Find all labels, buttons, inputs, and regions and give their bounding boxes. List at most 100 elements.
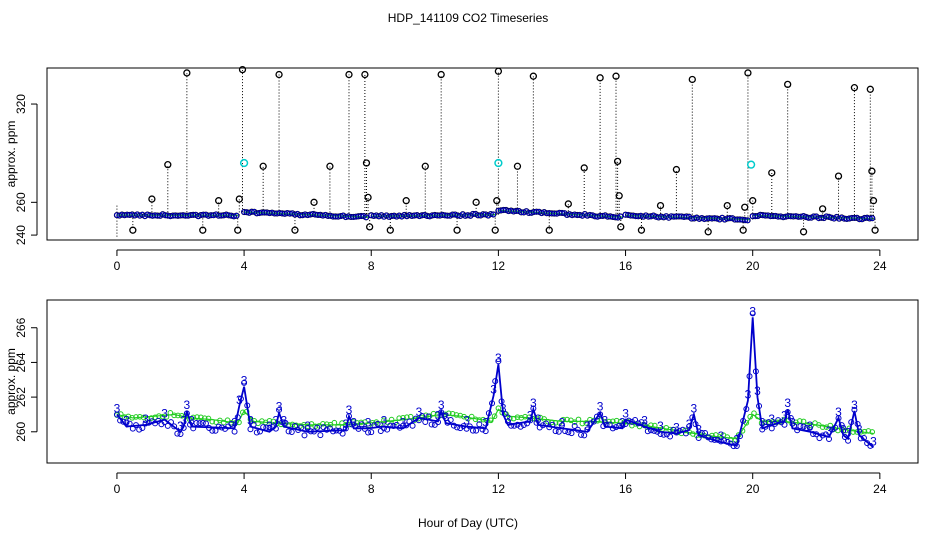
mean-marker-label: 3 [381, 414, 388, 428]
mean-point [504, 418, 511, 425]
outlier-point [850, 84, 859, 92]
mean-marker-label: 3 [673, 421, 680, 435]
mean-point [708, 436, 715, 443]
mean-point [330, 428, 337, 435]
mean-point [746, 373, 753, 380]
mean-point [565, 429, 572, 436]
mean-point [549, 421, 556, 428]
smooth-point [667, 426, 673, 433]
mean-point [692, 421, 699, 428]
x-tick-label: 20 [746, 259, 760, 273]
mean-point [784, 409, 791, 416]
mean-point [365, 429, 372, 436]
mean-point [333, 427, 340, 434]
outlier-point [688, 75, 696, 84]
mean-point [218, 424, 225, 431]
mean-marker-label: 3 [304, 419, 311, 433]
mean-marker-label: 3 [500, 401, 507, 415]
mean-marker-label: 3 [759, 415, 766, 429]
baseline-point [513, 208, 519, 214]
mean-point [183, 410, 190, 417]
mean-point [447, 416, 454, 423]
mean-point [282, 419, 289, 426]
mean-marker-label: 3 [266, 419, 273, 433]
mean-point [673, 429, 680, 436]
mean-point [791, 422, 798, 429]
mean-point [816, 435, 823, 442]
mean-point [272, 425, 279, 432]
mean-point [190, 425, 197, 432]
baseline-point [490, 211, 497, 218]
mean-point [771, 420, 778, 427]
mean-point [638, 419, 645, 426]
mean-point [597, 411, 604, 418]
mean-point [552, 428, 559, 435]
mean-marker-label: 3 [280, 414, 287, 428]
outlier-point [564, 200, 572, 208]
outlier-point [749, 197, 757, 205]
mean-point [349, 421, 356, 428]
mean-point [800, 423, 807, 430]
mean-point [632, 417, 639, 424]
smooth-point [610, 418, 616, 425]
mean-marker-label: 3 [443, 410, 450, 424]
smooth-point [400, 414, 406, 421]
outlier-point [869, 197, 878, 205]
x-tick-label: 20 [746, 482, 760, 496]
flagged-point [746, 160, 756, 169]
mean-point [174, 430, 181, 437]
mean-point [803, 424, 810, 431]
mean-point [415, 417, 422, 424]
smooth-point [159, 413, 166, 420]
mean-point [724, 438, 731, 445]
mean-point [489, 400, 496, 407]
mean-point [609, 425, 616, 432]
y-tick-label: 260 [14, 192, 28, 212]
mean-marker-label: 3 [273, 414, 280, 428]
smooth-point [331, 419, 338, 426]
mean-point [247, 426, 254, 433]
mean-point [212, 427, 219, 434]
mean-point [339, 430, 346, 437]
mean-marker-label: 3 [856, 422, 863, 436]
mean-point [250, 421, 257, 428]
outlier-point [164, 160, 172, 169]
mean-marker-label: 3 [495, 351, 502, 365]
smooth-point [209, 418, 216, 425]
mean-point [562, 428, 569, 435]
y-axis-label: approx. ppm [4, 121, 18, 188]
x-tick-label: 0 [114, 259, 121, 273]
mean-point [403, 422, 410, 429]
mean-point [441, 413, 448, 420]
mean-marker-label: 3 [559, 415, 566, 429]
smooth-point [167, 410, 174, 416]
mean-marker-label: 3 [691, 401, 698, 415]
smooth-point [491, 413, 498, 420]
outlier-point [494, 67, 503, 75]
smooth-point [266, 417, 273, 424]
mean-marker-label: 3 [718, 429, 725, 443]
mean-marker-label: 3 [527, 408, 534, 422]
mean-point [419, 413, 426, 420]
outlier-point [799, 228, 808, 236]
smooth-point [747, 413, 753, 420]
mean-point [860, 435, 867, 442]
mean-point [241, 379, 248, 386]
outlier-point [529, 72, 538, 80]
mean-point [511, 422, 518, 429]
mean-point [730, 443, 737, 450]
mean-point [781, 421, 788, 428]
mean-point [841, 433, 848, 440]
mean-point [787, 415, 794, 422]
mean-point [425, 413, 432, 420]
mean-point [256, 428, 263, 435]
mean-point [400, 422, 407, 429]
outlier-point [744, 69, 752, 77]
mean-point [555, 428, 562, 435]
mean-point [285, 428, 292, 435]
mean-marker-label: 3 [781, 408, 788, 422]
outlier-point [617, 223, 625, 231]
smooth-point [323, 421, 330, 427]
mean-point [253, 429, 260, 436]
